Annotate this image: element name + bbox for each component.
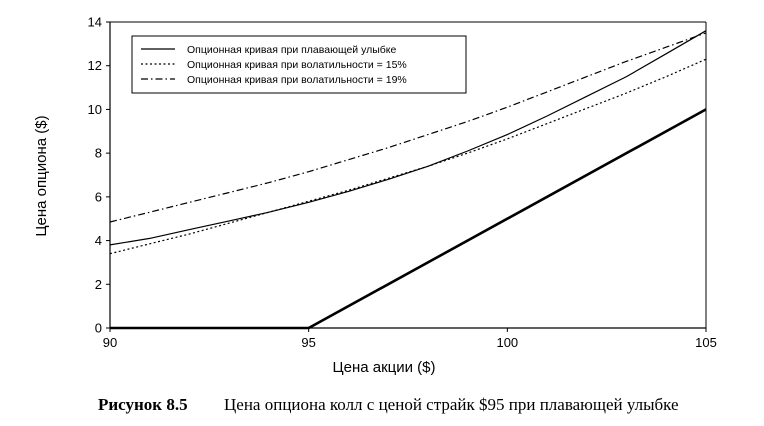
x-tick-label: 90 [103,335,117,350]
legend-label-vol-15: Опционная кривая при волатильности = 15% [187,59,407,71]
figure-caption-label: Рисунок 8.5 [98,395,188,414]
series-vol-19-line [109,32,707,223]
legend-label-floating-smile: Опционная кривая при плавающей улыбке [187,44,397,56]
y-tick-label: 6 [95,189,102,204]
y-tick-label: 10 [88,102,102,117]
y-tick-label: 8 [95,146,102,161]
legend: Опционная кривая при плавающей улыбке Оп… [131,35,467,94]
x-tick-label: 100 [496,335,518,350]
series-floating-smile-line [109,30,707,246]
y-axis-title: Цена опциона ($) [33,115,50,236]
x-tick-label: 105 [695,335,717,350]
y-tick-label: 4 [95,233,102,248]
series-payoff-line [110,108,707,330]
x-axis-title: Цена акции ($) [333,359,436,376]
y-tick-label: 0 [95,321,102,336]
legend-label-vol-19: Опционная кривая при волатильности = 19% [187,74,407,86]
y-tick-label: 14 [88,15,102,30]
y-axis-ticks: 0 2 4 6 8 10 12 14 [88,15,110,336]
figure-caption: Рисунок 8.5 Цена опциона колл с ценой стр… [98,395,758,415]
legend-box [131,35,467,94]
x-axis-ticks: 90 95 100 105 [103,328,717,350]
y-tick-label: 12 [88,58,102,73]
figure-caption-text: Цена опциона колл с ценой страйк $95 при… [224,395,679,414]
x-tick-label: 95 [301,335,315,350]
y-tick-label: 2 [95,277,102,292]
series-layer [109,30,707,330]
